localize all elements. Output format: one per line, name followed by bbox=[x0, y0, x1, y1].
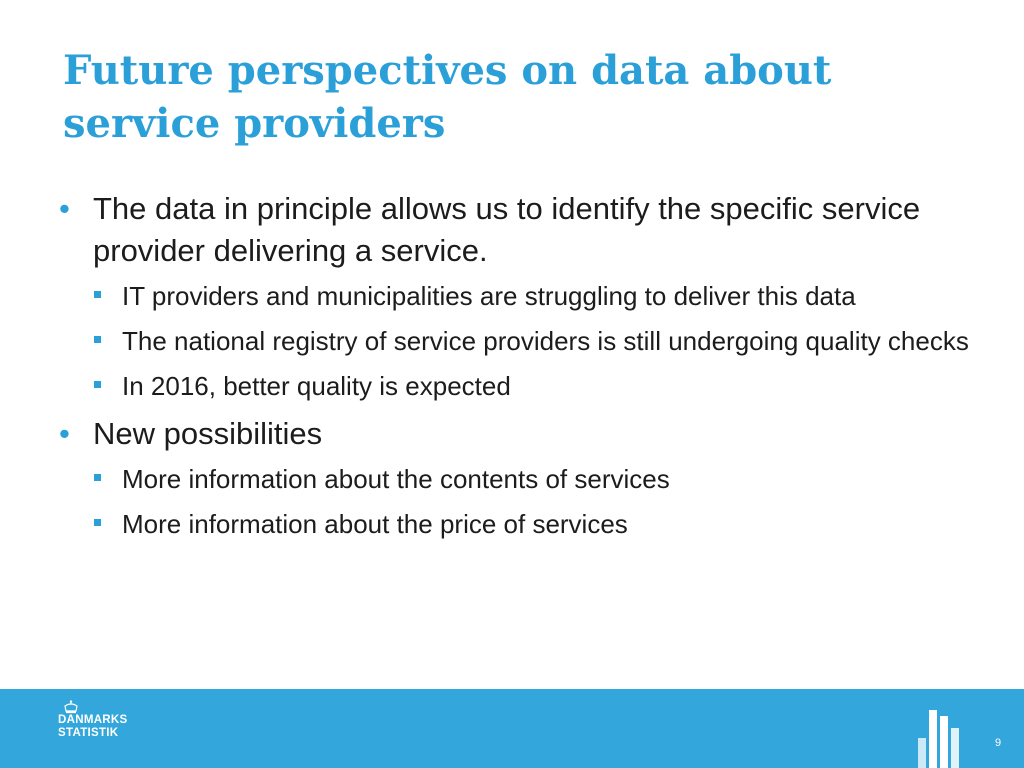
bullet-text: New possibilities bbox=[93, 416, 323, 451]
sub-bullet-text: More information about the contents of s… bbox=[122, 464, 670, 494]
logo-text-line1: DANMARKS bbox=[58, 714, 128, 726]
crown-icon bbox=[64, 700, 78, 714]
bar-chart-icon-bar bbox=[951, 728, 959, 768]
square-bullet-icon bbox=[94, 336, 101, 343]
sub-bullet-item: More information about the contents of s… bbox=[57, 461, 987, 497]
danmarks-statistik-logo: DANMARKS STATISTIK bbox=[58, 700, 148, 740]
bar-chart-icon-bar bbox=[929, 710, 937, 768]
sub-bullet-item: The national registry of service provide… bbox=[57, 323, 987, 359]
slide-body: • The data in principle allows us to ide… bbox=[57, 188, 987, 551]
sub-bullet-text: In 2016, better quality is expected bbox=[122, 371, 511, 401]
sub-bullet-item: In 2016, better quality is expected bbox=[57, 368, 987, 404]
sub-bullet-item: IT providers and municipalities are stru… bbox=[57, 278, 987, 314]
square-bullet-icon bbox=[94, 291, 101, 298]
sub-bullet-text: The national registry of service provide… bbox=[122, 326, 969, 356]
page-number: 9 bbox=[994, 737, 1002, 749]
footer-bar: DANMARKS STATISTIK 9 bbox=[0, 689, 1024, 768]
bar-chart-icon-bar bbox=[940, 716, 948, 768]
bar-chart-icon-bar bbox=[918, 738, 926, 768]
sub-bullet-item: More information about the price of serv… bbox=[57, 506, 987, 542]
logo-text-line2: STATISTIK bbox=[58, 727, 119, 739]
slide-title: Future perspectives on data about servic… bbox=[63, 47, 832, 147]
sub-bullet-text: More information about the price of serv… bbox=[122, 509, 628, 539]
bar-chart-icon bbox=[918, 710, 968, 768]
sub-bullet-text: IT providers and municipalities are stru… bbox=[122, 281, 856, 311]
bullet-dot-icon: • bbox=[59, 416, 70, 451]
square-bullet-icon bbox=[94, 474, 101, 481]
square-bullet-icon bbox=[94, 381, 101, 388]
bullet-dot-icon: • bbox=[59, 191, 70, 226]
bullet-item: • New possibilities bbox=[57, 413, 987, 455]
bullet-item: • The data in principle allows us to ide… bbox=[57, 188, 987, 272]
bullet-text: The data in principle allows us to ident… bbox=[93, 191, 921, 268]
square-bullet-icon bbox=[94, 519, 101, 526]
